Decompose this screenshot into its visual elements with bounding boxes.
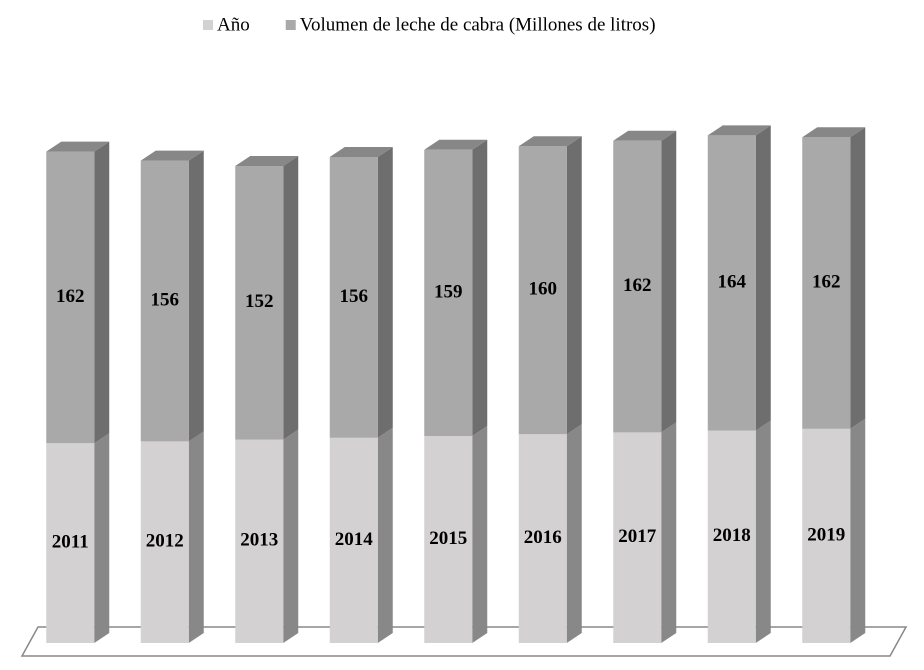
bar [802, 428, 851, 643]
bar-side [472, 426, 488, 643]
bar [46, 443, 95, 643]
data-label: 162 [812, 271, 841, 292]
data-label: 156 [340, 286, 369, 307]
bar-side [377, 427, 393, 643]
data-label: 2017 [618, 526, 657, 547]
data-label: 2016 [524, 527, 562, 548]
bar-side [661, 422, 677, 643]
data-label: 2013 [240, 530, 278, 551]
bar-top [424, 139, 488, 150]
bar-side [283, 429, 299, 643]
bar [424, 436, 473, 643]
bar-side [188, 431, 204, 643]
bar-top [235, 156, 299, 166]
bar-side [94, 141, 110, 444]
bar [518, 146, 567, 435]
bar [140, 441, 189, 643]
data-label: 2014 [335, 529, 374, 550]
bar-top [802, 127, 866, 138]
bar-top [518, 136, 582, 147]
bar-top [707, 125, 771, 136]
bar [518, 434, 567, 643]
bar-side [850, 127, 866, 429]
bar [707, 430, 756, 643]
legend-label: Año [217, 14, 250, 35]
data-label: 2011 [52, 531, 89, 552]
bar-side [755, 125, 771, 431]
data-label: 156 [151, 289, 180, 310]
data-label: 162 [56, 286, 85, 307]
bar-top [46, 141, 110, 152]
data-label: 2019 [807, 524, 845, 545]
bar [140, 160, 189, 442]
data-label: 2018 [713, 525, 751, 546]
bar [802, 137, 851, 429]
legend-label: Volumen de leche de cabra (Millones de l… [300, 14, 656, 35]
data-label: 164 [718, 271, 747, 292]
bar [613, 432, 662, 643]
bar-side [283, 156, 299, 440]
bar-side [850, 418, 866, 643]
bar-top [329, 147, 393, 157]
bar [235, 439, 284, 643]
legend-marker [203, 20, 213, 30]
bar-top [140, 150, 204, 161]
bar-side [472, 139, 488, 437]
bar [329, 157, 378, 438]
bar-side [566, 136, 582, 435]
bar-side [377, 147, 393, 438]
bar-side [188, 150, 204, 442]
bar [329, 437, 378, 643]
bar [424, 149, 473, 437]
data-label: 2015 [429, 528, 467, 549]
bar-side [94, 433, 110, 643]
data-label: 152 [245, 291, 274, 312]
legend-marker [285, 20, 296, 30]
data-label: 2012 [146, 531, 184, 552]
bar [235, 166, 284, 440]
bar [613, 140, 662, 433]
bar-side [755, 420, 771, 643]
bar-side [661, 130, 677, 433]
bar-top [613, 130, 677, 141]
bar [707, 135, 756, 431]
data-label: 162 [623, 275, 652, 296]
data-label: 160 [529, 279, 558, 300]
bar [46, 151, 95, 444]
data-label: 159 [434, 281, 463, 302]
bar-side [566, 424, 582, 643]
